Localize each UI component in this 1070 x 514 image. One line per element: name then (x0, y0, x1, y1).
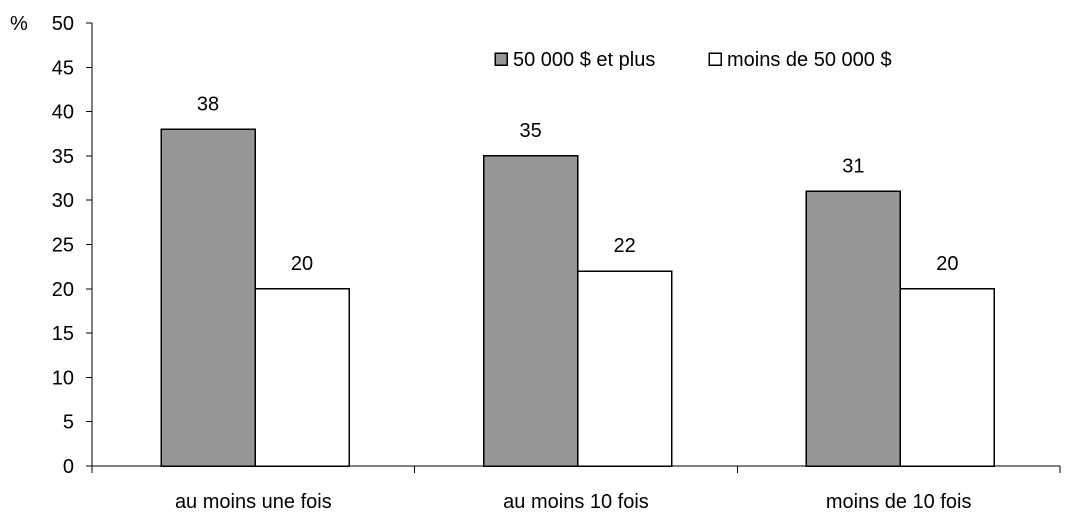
bar-value-label: 20 (291, 253, 313, 275)
legend-label-high-income: 50 000 $ et plus (513, 49, 655, 71)
bar (805, 190, 902, 467)
y-tick-label: 15 (52, 323, 74, 345)
legend: 50 000 $ et plus moins de 50 000 $ (494, 49, 892, 71)
y-tick-label: 5 (63, 412, 74, 434)
y-tick-label: 35 (52, 146, 74, 168)
y-tick-label: 40 (52, 102, 74, 124)
y-tick-label: 30 (52, 190, 74, 212)
y-tick-label: 20 (52, 279, 74, 301)
category-label: au moins 10 fois (503, 491, 649, 513)
bars (160, 128, 996, 467)
category-label: au moins une fois (175, 491, 332, 513)
y-tick-label: 45 (52, 57, 74, 79)
y-tick-label: 25 (52, 235, 74, 257)
y-tick-label: 0 (63, 456, 74, 478)
bar (254, 288, 350, 467)
y-tick-label: 50 (52, 13, 74, 35)
bar-value-label: 20 (936, 253, 958, 275)
y-ticks: 0 5 10 15 20 25 30 35 40 45 50 (52, 13, 92, 478)
category-labels: au moins une fois au moins 10 fois moins d… (175, 491, 972, 513)
y-axis-unit-label: % (10, 13, 28, 35)
bar-value-label: 22 (614, 235, 636, 257)
bar (899, 288, 996, 467)
bar-value-label: 38 (197, 93, 219, 115)
bar (482, 155, 579, 467)
legend-label-low-income: moins de 50 000 $ (727, 49, 892, 71)
value-labels: 38 20 35 22 31 20 (197, 93, 959, 274)
bar-value-label: 31 (842, 155, 864, 177)
legend-swatch-high-income (494, 52, 508, 66)
bar-value-label: 35 (520, 120, 542, 142)
category-label: moins de 10 fois (826, 491, 972, 513)
legend-swatch-low-income (708, 52, 722, 66)
y-tick-label: 10 (52, 367, 74, 389)
x-ticks (91, 466, 1061, 473)
bar (576, 270, 673, 467)
bar (160, 128, 256, 467)
